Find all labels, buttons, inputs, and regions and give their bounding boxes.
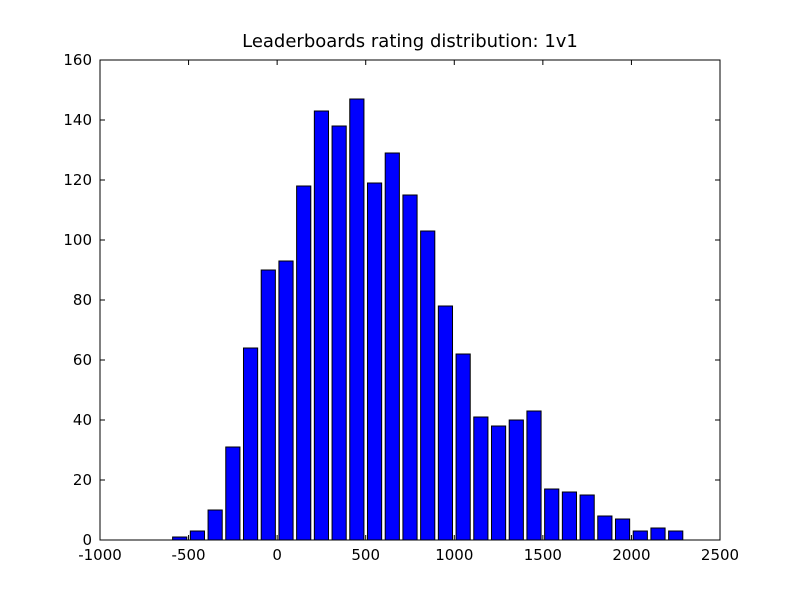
bar [296, 185, 312, 541]
x-tick-label: 2000 [612, 546, 650, 564]
bar [526, 410, 542, 541]
bar [561, 491, 578, 541]
bar [614, 518, 631, 541]
bar [490, 425, 507, 541]
x-tick-label: 1500 [524, 546, 562, 564]
bar [473, 416, 489, 541]
bar [260, 269, 276, 541]
bar [668, 530, 684, 541]
x-tick-label: 500 [351, 546, 380, 564]
x-tick-label: 2500 [701, 546, 739, 564]
y-tick-label: 60 [73, 351, 92, 369]
y-tick-label: 0 [82, 531, 92, 549]
x-tick-label: -500 [172, 546, 206, 564]
bar [437, 305, 454, 541]
bar [650, 527, 666, 541]
bar [402, 194, 418, 541]
x-tick-label: 0 [272, 546, 282, 564]
bar [420, 230, 436, 541]
y-tick-label: 100 [63, 231, 92, 249]
bar [579, 494, 595, 541]
bar [366, 182, 383, 541]
bar [331, 125, 347, 541]
y-tick-label: 80 [73, 291, 92, 309]
bar [632, 530, 648, 541]
y-tick-label: 40 [73, 411, 92, 429]
bar [349, 98, 365, 541]
bar [455, 353, 471, 541]
y-tick-label: 120 [63, 171, 92, 189]
bar [189, 530, 206, 541]
bar [225, 446, 241, 541]
y-tick-label: 140 [63, 111, 92, 129]
bar [207, 509, 223, 541]
x-tick-label: -1000 [78, 546, 122, 564]
chart-title: Leaderboards rating distribution: 1v1 [242, 31, 578, 52]
bar [508, 419, 524, 541]
bar [313, 110, 330, 541]
bar [278, 260, 294, 541]
bar [384, 152, 400, 541]
x-tick-label: 1000 [435, 546, 473, 564]
bar [597, 515, 613, 541]
y-tick-label: 20 [73, 471, 92, 489]
bar [544, 488, 560, 541]
bar [242, 347, 259, 541]
y-tick-label: 160 [63, 51, 92, 69]
